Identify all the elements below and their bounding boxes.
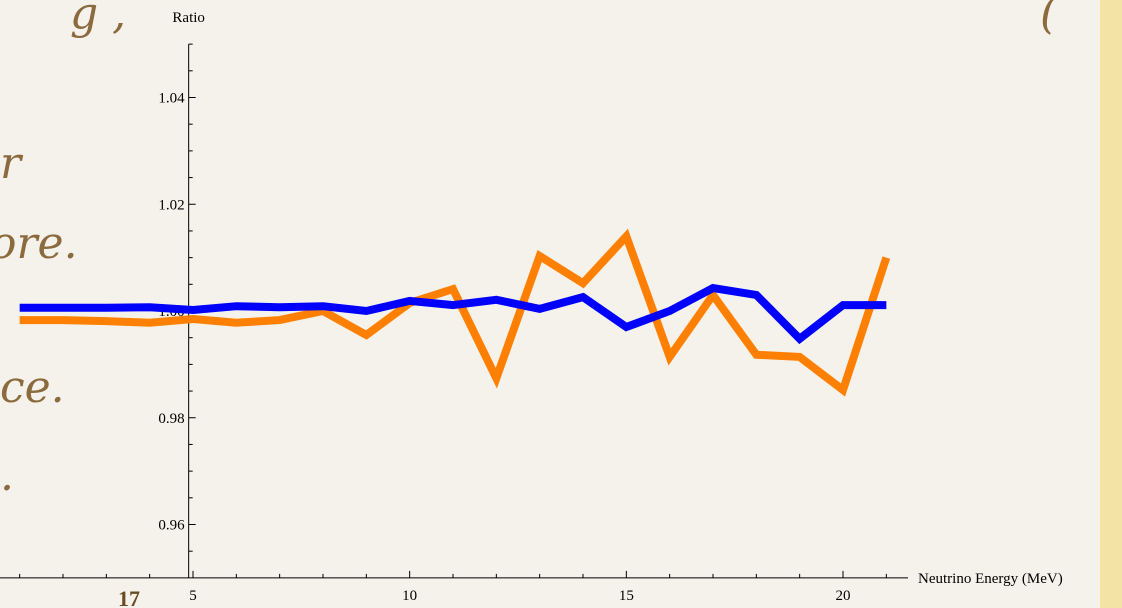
page-number: 17 bbox=[118, 586, 140, 608]
slide-text: . bbox=[0, 450, 14, 501]
data-line bbox=[19, 228, 891, 397]
y-axis-label: Ratio bbox=[172, 10, 205, 26]
y-tick-label: 0.98 bbox=[158, 411, 184, 427]
y-tick-label: 0.96 bbox=[158, 518, 185, 534]
y-tick-label: 1.04 bbox=[158, 91, 185, 107]
x-axis-label: Neutrino Energy (MeV) bbox=[918, 571, 1063, 587]
slide-text: ce. bbox=[0, 362, 65, 413]
slide-edge bbox=[1100, 0, 1122, 608]
slide-text: r bbox=[0, 138, 24, 189]
slide-text: g , bbox=[70, 0, 126, 39]
data-line bbox=[19, 283, 887, 345]
slide-text: ore. bbox=[0, 218, 78, 269]
y-tick-label: 1.02 bbox=[158, 197, 184, 213]
x-tick-label: 20 bbox=[836, 588, 851, 604]
x-tick-label: 5 bbox=[189, 588, 197, 604]
x-tick-label: 15 bbox=[619, 588, 634, 604]
x-tick-label: 10 bbox=[402, 588, 417, 604]
slide-text: ( bbox=[1040, 0, 1058, 39]
